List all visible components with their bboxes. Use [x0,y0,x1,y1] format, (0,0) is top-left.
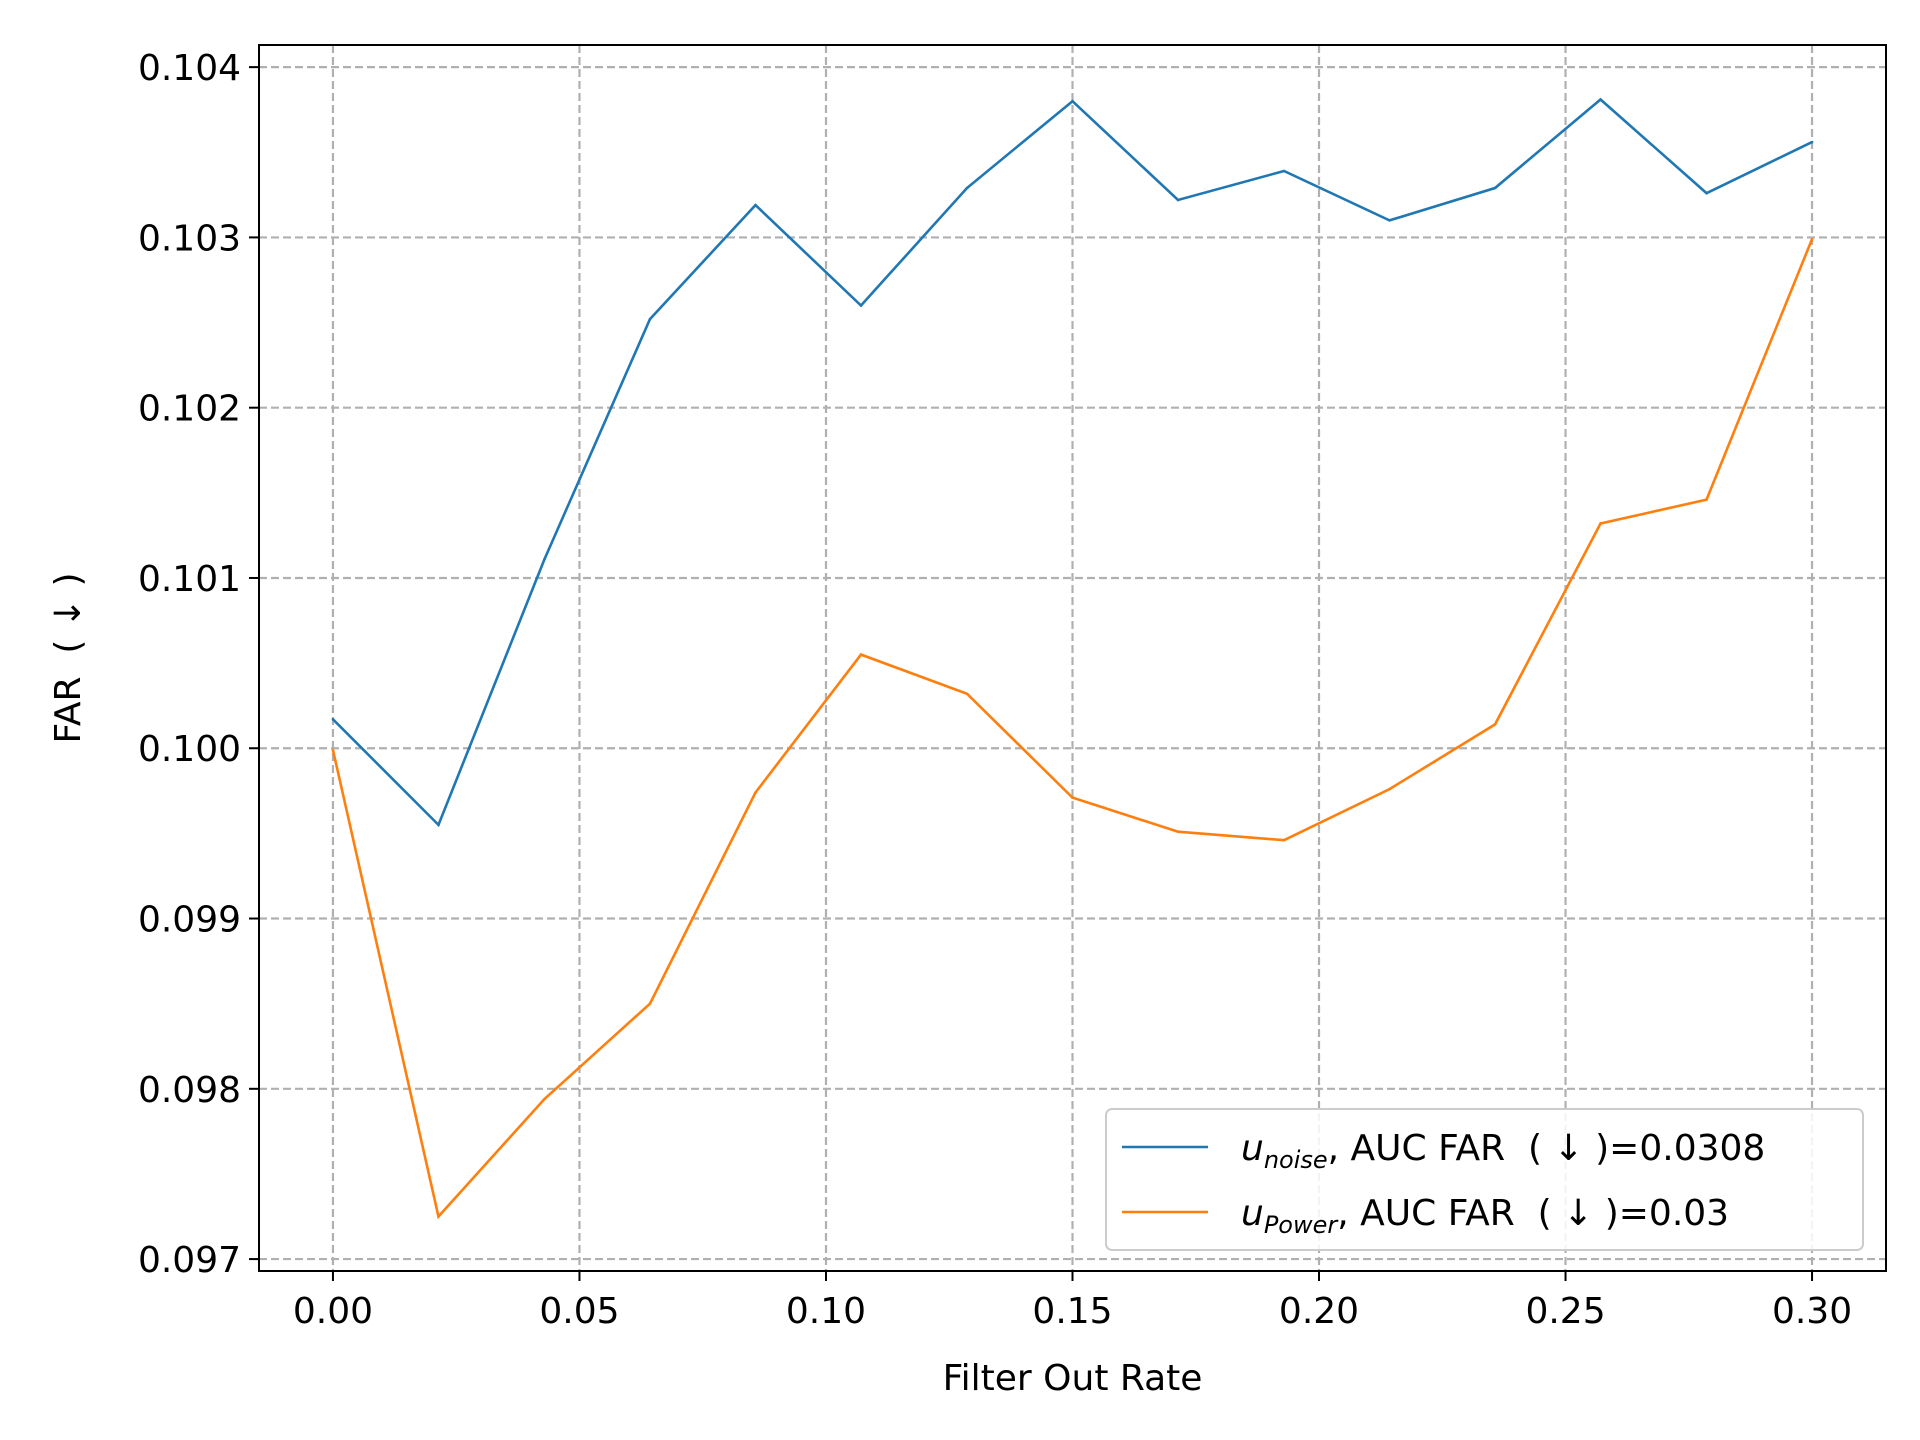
legend-subscript: noise [1264,1146,1328,1174]
x-tick-label: 0.30 [1772,1291,1852,1332]
data-point-power [1705,498,1708,501]
x-tick-label: 0.25 [1525,1291,1605,1332]
data-point-power [1810,237,1814,241]
data-point-power [859,653,863,656]
data-point-noise [1599,98,1602,101]
data-point-noise [1388,219,1391,222]
series-lines [331,97,1814,1220]
data-point-noise [1282,169,1286,173]
data-point-noise [1493,186,1497,190]
data-point-power [437,1215,440,1218]
legend-label-power: uPower, AUC FAR ( ↓ )=0.03 [1241,1193,1729,1239]
y-tick-label: 0.097 [138,1240,241,1281]
axis-ticks: 0.00 0.05 0.10 0.15 0.20 0.25 0.30 0.097 0.098 0.… [138,48,1852,1332]
data-point-power [1599,522,1602,525]
y-tick-label: 0.103 [138,218,241,259]
legend-suffix: , AUC FAR ( ↓ )=0.03 [1337,1193,1729,1234]
x-tick-label: 0.15 [1032,1291,1112,1332]
x-tick-label: 0.05 [539,1291,619,1332]
data-point-power [1493,723,1497,726]
data-point-noise [1071,99,1074,103]
x-axis-label: Filter Out Rate [943,1358,1203,1399]
legend-label-noise: unoise, AUC FAR ( ↓ )=0.0308 [1241,1128,1765,1174]
legend-box [1105,1108,1864,1251]
data-point-power [543,1097,546,1101]
grid [259,45,1886,1271]
data-point-power [1388,787,1391,791]
data-point-noise [1810,140,1814,144]
x-tick-label: 0.10 [786,1291,866,1332]
data-point-noise [859,304,863,307]
y-tick-label: 0.099 [138,900,241,941]
data-point-power [965,692,969,696]
data-point-noise [648,317,652,321]
data-point-power [1176,830,1180,833]
legend-subscript: Power [1264,1211,1340,1239]
data-point-noise [1176,198,1180,202]
y-axis-label: FAR ( ↓ ) [48,572,89,743]
data-point-noise [543,557,546,561]
y-tick-label: 0.098 [138,1070,241,1111]
x-tick-label: 0.00 [293,1291,373,1332]
y-tick-label: 0.100 [138,729,241,770]
legend-var: u [1241,1193,1264,1234]
data-point-power [1282,838,1286,842]
data-point-power [648,1002,652,1005]
data-point-noise [965,186,969,190]
legend-var: u [1241,1128,1264,1169]
y-tick-label: 0.102 [138,389,241,430]
data-point-noise [754,203,757,207]
data-point-noise [437,823,440,827]
data-point-noise [1705,191,1708,195]
x-tick-label: 0.20 [1279,1291,1359,1332]
data-point-power [754,791,757,794]
data-point-power [1071,796,1074,799]
legend-suffix: , AUC FAR ( ↓ )=0.0308 [1328,1128,1766,1169]
data-point-power [331,748,335,752]
data-point-noise [331,718,335,721]
y-tick-label: 0.104 [138,48,241,89]
y-tick-label: 0.101 [138,559,241,600]
